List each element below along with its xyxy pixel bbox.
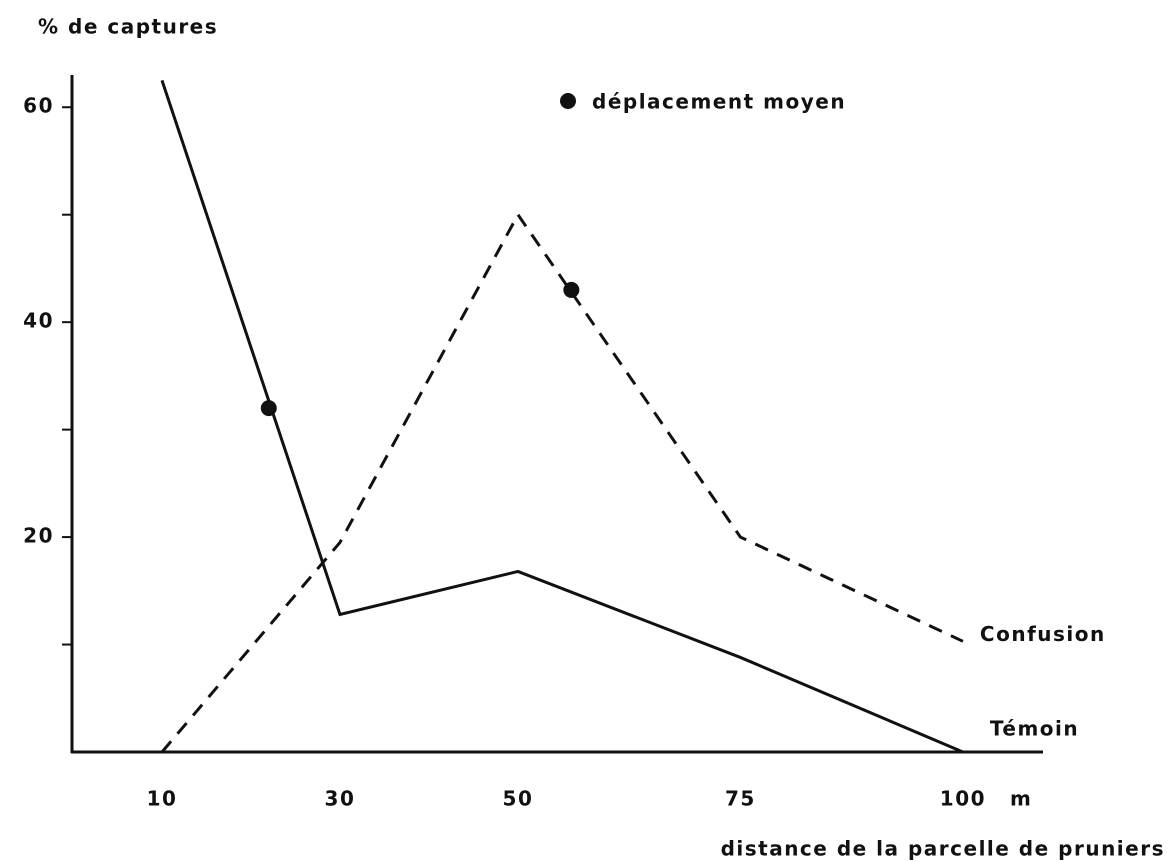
y-tick-label: 40: [23, 309, 54, 333]
legend-marker: [560, 93, 576, 109]
series-label: Témoin: [990, 717, 1079, 741]
series-line: [160, 79, 964, 754]
legend-label: déplacement moyen: [592, 90, 846, 114]
series-label: Confusion: [980, 622, 1106, 646]
x-tick-label: 75: [725, 787, 756, 811]
mean-marker: [260, 400, 277, 417]
x-tick-label: 50: [503, 787, 534, 811]
x-tick-label: 10: [147, 787, 178, 811]
x-tick-label: 100: [940, 787, 986, 811]
series-line: [160, 211, 964, 753]
y-axis-title: % de captures: [38, 15, 218, 39]
x-unit: m: [1010, 787, 1032, 811]
y-tick-label: 20: [23, 524, 54, 548]
x-tick-label: 30: [325, 787, 356, 811]
mean-marker: [563, 281, 580, 298]
x-axis-title: distance de la parcelle de pruniers: [721, 837, 1165, 861]
y-tick-label: 60: [23, 94, 54, 118]
